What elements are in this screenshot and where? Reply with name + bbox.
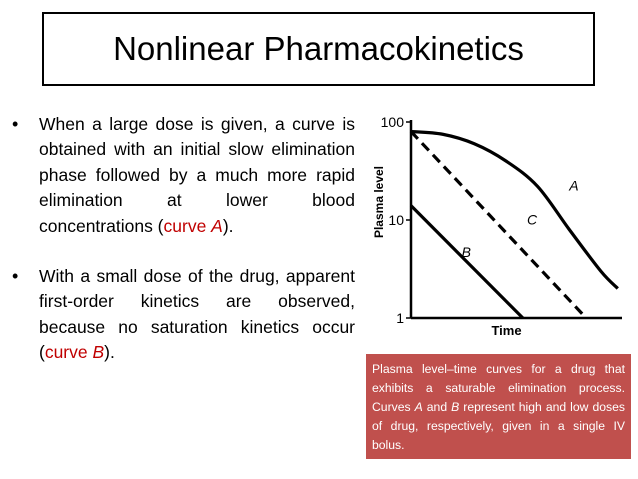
caption-curve-b: B [451, 400, 460, 414]
bullet-text: When a large dose is given, a curve is o… [39, 112, 355, 239]
bullet-text-end: ). [104, 342, 115, 363]
curve-label-a: A [568, 177, 578, 193]
title-box: Nonlinear Pharmacokinetics [42, 12, 595, 86]
bullet-item-small-dose: • With a small dose of the drug, apparen… [12, 264, 355, 366]
curve-ref-word: curve [44, 342, 93, 363]
bullet-list: • When a large dose is given, a curve is… [12, 112, 355, 391]
caption-text-1: Plasma level–time curves for a drug that… [372, 362, 625, 414]
y-tick-label: 1 [396, 310, 404, 326]
caption-text-2: and [422, 400, 452, 414]
plasma-level-chart: 100 10 1 Plasma level Time A C B [372, 114, 622, 338]
y-axis-label: Plasma level [372, 166, 386, 238]
curve-c [409, 130, 588, 320]
caption-text-3: represent high and low doses of drug, re… [372, 400, 625, 452]
bullet-text-main: With a small dose of the drug, apparent … [39, 266, 355, 363]
caption-curve-a: A [414, 400, 423, 414]
bullet-text: With a small dose of the drug, apparent … [39, 264, 355, 366]
curve-ref-word: curve [163, 215, 212, 236]
bullet-icon: • [12, 114, 19, 134]
curve-ref-letter: A [211, 215, 223, 236]
bullet-text-main: When a large dose is given, a curve is o… [39, 114, 355, 236]
curve-b [409, 204, 524, 320]
curve-ref-letter: B [92, 342, 105, 363]
y-tick-label: 100 [381, 114, 405, 130]
bullet-icon: • [12, 266, 19, 287]
curve-label-b: B [462, 244, 471, 260]
bullet-item-large-dose: • When a large dose is given, a curve is… [12, 112, 355, 239]
bullet-text-end: ). [222, 215, 234, 236]
y-tick-label: 10 [388, 212, 404, 228]
curve-label-c: C [527, 211, 538, 227]
figure-caption: Plasma level–time curves for a drug that… [366, 354, 631, 459]
slide-title: Nonlinear Pharmacokinetics [113, 30, 524, 67]
x-axis-label: Time [491, 323, 521, 338]
curve-a [410, 129, 619, 290]
